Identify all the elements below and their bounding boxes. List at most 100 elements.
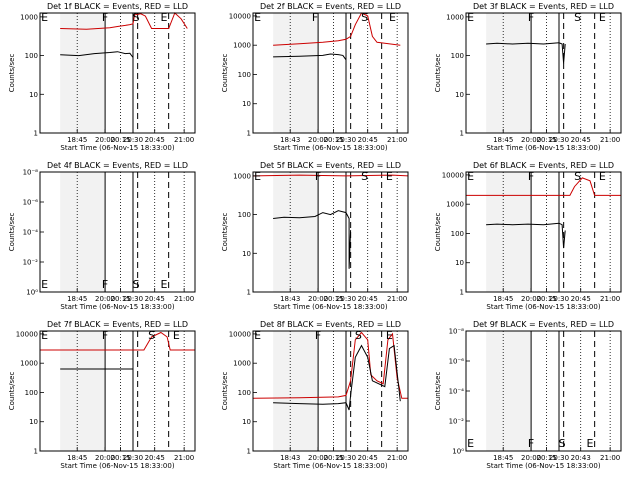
- x-tick-label: 20:15: [324, 295, 344, 303]
- y-tick-label: 100: [451, 230, 464, 238]
- plot-frame: [39, 330, 196, 452]
- y-tick-label: 10: [29, 91, 38, 99]
- x-tick-label: 20:15: [537, 454, 557, 462]
- y-tick-label: 100: [451, 52, 464, 60]
- event-marker: S: [361, 170, 368, 183]
- x-tick-label: 20:45: [358, 295, 378, 303]
- x-tick-label: 18:45: [67, 136, 87, 144]
- event-marker: F: [102, 11, 108, 24]
- x-tick-label: 21:00: [387, 295, 407, 303]
- y-tick-label: 10: [455, 259, 464, 267]
- event-marker: E: [587, 437, 594, 450]
- x-axis-label: Start Time (06-Nov-15 18:33:00): [486, 462, 600, 470]
- event-marker: S: [574, 11, 581, 24]
- event-marker: F: [315, 329, 321, 342]
- events-series: [486, 222, 566, 249]
- events-series: [486, 42, 566, 64]
- x-tick-label: 18:45: [67, 295, 87, 303]
- event-marker: E: [599, 11, 606, 24]
- x-tick-label: 20:45: [145, 454, 165, 462]
- lld-series: [466, 177, 621, 196]
- lld-series: [273, 12, 401, 46]
- y-axis-label: Counts/sec: [8, 213, 16, 252]
- x-tick-label: 18:43: [280, 295, 300, 303]
- panel-det7f: Det 7f BLACK = Events, RED = LLD 1 10 100 10…: [8, 320, 196, 470]
- y-tick-label: 1: [460, 289, 464, 297]
- x-tick-label: 20:30: [549, 295, 569, 303]
- event-marker: E: [254, 11, 261, 24]
- x-tick-label: 20:15: [111, 295, 131, 303]
- x-tick-label: 20:15: [111, 136, 131, 144]
- y-tick-label: 10: [242, 100, 251, 108]
- events-series: [60, 47, 134, 77]
- x-tick-label: 21:00: [387, 136, 407, 144]
- event-marker: E: [41, 11, 48, 24]
- event-marker: S: [133, 11, 140, 24]
- x-axis-label: Start Time (06-Nov-15 18:33:00): [273, 303, 387, 311]
- y-axis-label: Counts/sec: [8, 54, 16, 93]
- x-tick-label: 21:00: [600, 136, 620, 144]
- x-tick-label: 20:00: [308, 295, 328, 303]
- x-tick-label: 18:45: [493, 454, 513, 462]
- y-tick-label: 10000: [16, 330, 38, 338]
- shaded-interval: [60, 172, 106, 292]
- shaded-interval: [60, 331, 106, 451]
- event-marker: F: [102, 278, 108, 291]
- event-marker: S: [133, 278, 140, 291]
- y-tick-label: 10⁻⁸: [449, 328, 465, 336]
- x-tick-label: 18:45: [493, 136, 513, 144]
- event-marker: F: [528, 437, 534, 450]
- y-tick-label: 10⁻²: [449, 418, 465, 426]
- plot-frame: [252, 330, 409, 452]
- y-tick-label: 10: [29, 418, 38, 426]
- shaded-interval: [60, 13, 106, 133]
- y-tick-label: 10⁻⁴: [23, 229, 39, 237]
- y-tick-label: 1000: [233, 360, 251, 368]
- event-marker: S: [559, 437, 566, 450]
- x-tick-label: 18:45: [67, 454, 87, 462]
- event-marker: S: [355, 329, 362, 342]
- panel-det5f: Det 5f BLACK = Events, RED = LLD 1 10 100 10…: [221, 161, 409, 311]
- panel-title: Det 8f BLACK = Events, RED = LLD: [260, 320, 401, 329]
- shaded-interval: [273, 331, 319, 451]
- y-tick-label: 1: [247, 448, 251, 456]
- y-tick-label: 1: [34, 448, 38, 456]
- x-tick-label: 20:00: [521, 454, 541, 462]
- y-tick-label: 10⁻²: [23, 259, 39, 267]
- event-marker: E: [41, 278, 48, 291]
- x-tick-label: 20:30: [549, 454, 569, 462]
- lld-series: [40, 331, 195, 351]
- event-marker: E: [254, 329, 261, 342]
- x-tick-label: 20:00: [521, 295, 541, 303]
- y-tick-label: 10⁻⁶: [449, 358, 465, 366]
- x-tick-label: 20:45: [571, 295, 591, 303]
- y-tick-label: 10: [242, 250, 251, 258]
- event-marker: E: [254, 170, 261, 183]
- y-tick-label: 10: [455, 91, 464, 99]
- event-marker: F: [315, 170, 321, 183]
- x-tick-label: 18:45: [493, 295, 513, 303]
- shaded-interval: [273, 172, 319, 292]
- y-tick-label: 1: [34, 130, 38, 138]
- x-tick-label: 20:00: [95, 454, 115, 462]
- event-marker: E: [161, 278, 168, 291]
- event-marker: F: [528, 11, 534, 24]
- y-tick-label: 10⁰: [26, 289, 38, 297]
- y-tick-label: 1000: [446, 13, 464, 21]
- y-axis-label: Counts/sec: [434, 54, 442, 93]
- event-marker: E: [161, 11, 168, 24]
- events-series: [273, 344, 401, 411]
- panel-det1f: Det 1f BLACK = Events, RED = LLD 1 10 100 10…: [8, 2, 196, 152]
- x-tick-label: 20:45: [571, 136, 591, 144]
- y-axis-label: Counts/sec: [434, 372, 442, 411]
- event-marker: S: [574, 170, 581, 183]
- y-axis-label: Counts/sec: [434, 213, 442, 252]
- shaded-interval: [273, 13, 319, 133]
- event-marker: E: [386, 329, 393, 342]
- shaded-interval: [486, 331, 532, 451]
- event-marker: E: [389, 11, 396, 24]
- event-marker: E: [599, 170, 606, 183]
- y-tick-label: 1000: [20, 13, 38, 21]
- panel-det6f: Det 6f BLACK = Events, RED = LLD 1 10 100 10…: [434, 161, 622, 311]
